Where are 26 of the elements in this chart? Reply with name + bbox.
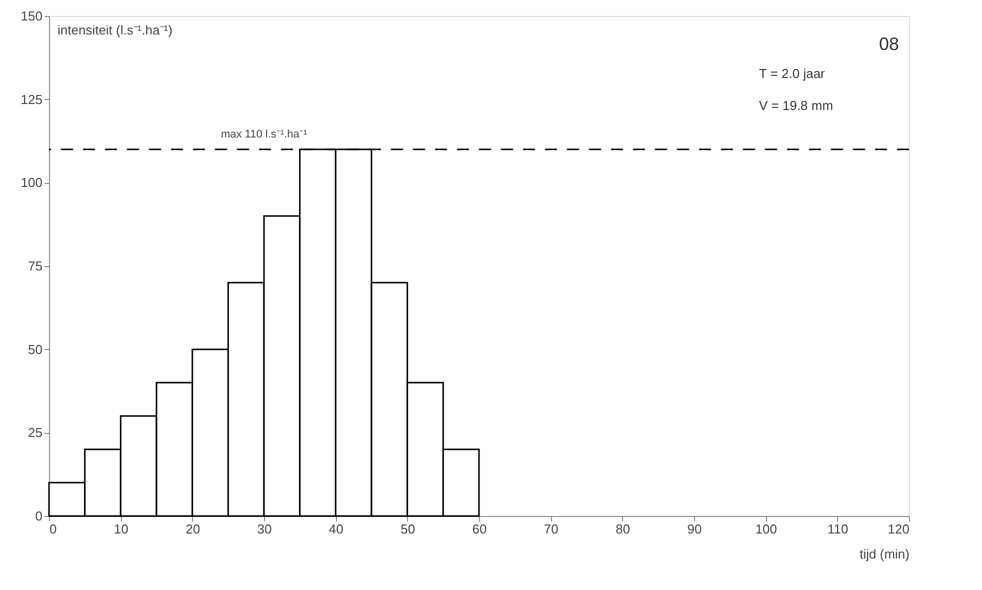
x-tick-label: 20 bbox=[186, 522, 200, 536]
annotation: T = 2.0 jaar bbox=[759, 66, 826, 81]
y-tick-label: 150 bbox=[20, 8, 42, 24]
annotation: V = 19.8 mm bbox=[759, 98, 834, 113]
y-tick-label: 25 bbox=[28, 425, 42, 440]
x-axis-title: tijd (min) bbox=[860, 546, 910, 562]
y-tick-label: 125 bbox=[20, 92, 42, 107]
x-tick-label: 120 bbox=[888, 522, 910, 536]
annotation: 08 bbox=[878, 34, 899, 54]
x-tick-label: 110 bbox=[827, 522, 848, 536]
y-tick-label: 0 bbox=[35, 508, 42, 524]
x-tick-label: 70 bbox=[544, 522, 558, 536]
x-tick-label: 100 bbox=[755, 522, 778, 536]
y-axis-title: intensiteit (l.s⁻¹.ha⁻¹) bbox=[58, 22, 172, 38]
y-tick-label: 75 bbox=[28, 258, 42, 274]
x-tick-label: 10 bbox=[114, 522, 128, 536]
y-tick-label: 100 bbox=[20, 175, 42, 190]
x-tick-label: 40 bbox=[328, 522, 344, 536]
x-tick-label: 90 bbox=[687, 522, 702, 536]
x-tick-label: 0 bbox=[50, 522, 57, 536]
y-tick-label: 50 bbox=[28, 342, 42, 357]
x-tick-label: 60 bbox=[472, 522, 487, 536]
x-tick-label: 80 bbox=[616, 522, 630, 536]
x-tick-label: 50 bbox=[400, 522, 416, 536]
ref-line-label: max 110 l.s⁻¹.ha⁻¹ bbox=[220, 128, 308, 140]
x-tick-label: 30 bbox=[257, 522, 272, 536]
